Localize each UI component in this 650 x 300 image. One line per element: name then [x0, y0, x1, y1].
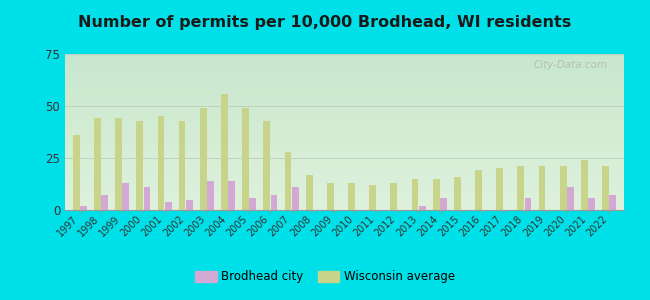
Bar — [391, 183, 397, 210]
Bar — [475, 170, 482, 210]
Bar — [306, 175, 313, 210]
Bar — [80, 206, 87, 210]
Bar — [270, 195, 278, 210]
Bar — [136, 121, 143, 210]
Bar — [285, 152, 291, 210]
Bar — [525, 197, 532, 210]
Bar — [560, 166, 567, 210]
Bar — [228, 181, 235, 210]
Bar — [122, 183, 129, 210]
Legend: Brodhead city, Wisconsin average: Brodhead city, Wisconsin average — [190, 266, 460, 288]
Bar — [454, 177, 461, 210]
Bar — [101, 195, 108, 210]
Bar — [200, 108, 207, 210]
Bar — [263, 121, 270, 210]
Bar — [73, 135, 79, 210]
Text: Number of permits per 10,000 Brodhead, WI residents: Number of permits per 10,000 Brodhead, W… — [79, 15, 571, 30]
Bar — [517, 166, 525, 210]
Bar — [221, 94, 228, 210]
Bar — [610, 195, 616, 210]
Bar — [250, 197, 256, 210]
Bar — [242, 108, 249, 210]
Bar — [440, 197, 447, 210]
Bar — [411, 179, 419, 210]
Bar — [497, 168, 503, 210]
Bar — [207, 181, 214, 210]
Bar — [348, 183, 355, 210]
Bar — [186, 200, 192, 210]
Bar — [588, 197, 595, 210]
Bar — [327, 183, 333, 210]
Bar — [164, 202, 172, 210]
Bar — [144, 187, 150, 210]
Bar — [419, 206, 426, 210]
Bar — [292, 187, 298, 210]
Bar — [157, 116, 164, 210]
Bar — [567, 187, 574, 210]
Bar — [115, 118, 122, 210]
Text: City-Data.com: City-Data.com — [533, 60, 607, 70]
Bar — [94, 118, 101, 210]
Bar — [179, 121, 185, 210]
Bar — [581, 160, 588, 210]
Bar — [369, 185, 376, 210]
Bar — [602, 166, 609, 210]
Bar — [539, 166, 545, 210]
Bar — [433, 179, 439, 210]
